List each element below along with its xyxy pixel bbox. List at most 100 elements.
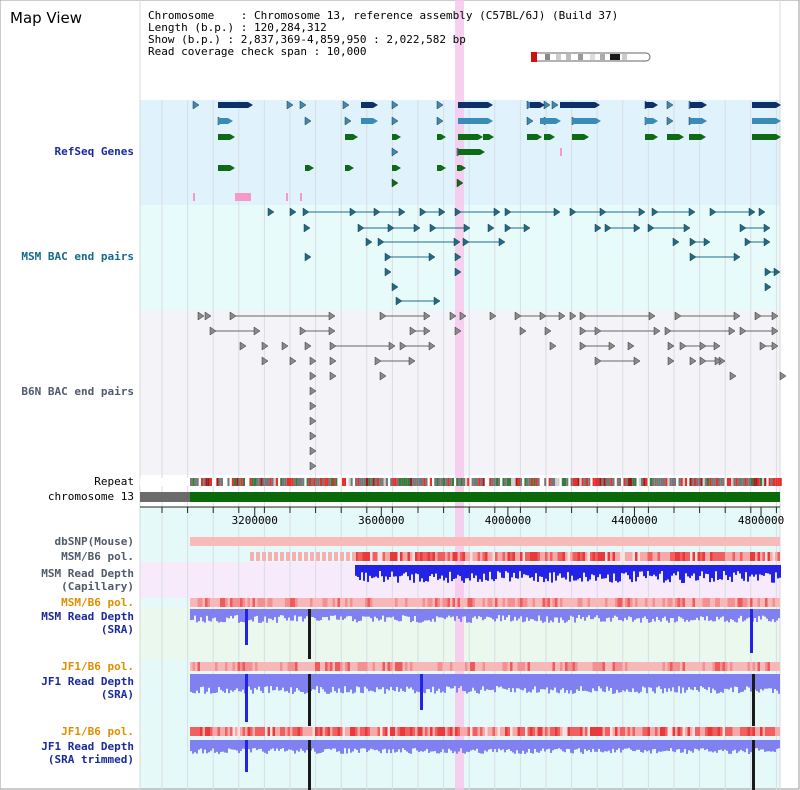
refseq-gene <box>690 118 702 124</box>
msm-bac-end <box>377 237 385 247</box>
track-label-msm-depth-capillary[interactable]: MSM Read Depth <box>41 567 134 580</box>
track-label-refseq[interactable]: RefSeq Genes <box>54 145 134 158</box>
track-label-dbsnp[interactable]: dbSNP(Mouse) <box>54 535 134 548</box>
pol-segment <box>286 552 290 561</box>
pol-segment <box>652 598 655 607</box>
depth-bar <box>760 740 762 750</box>
depth-bar <box>355 565 357 576</box>
pol-segment <box>432 552 435 561</box>
depth-bar <box>716 674 718 694</box>
pol-segment <box>487 598 490 607</box>
repeat-segment <box>572 478 575 486</box>
pol-segment <box>492 662 495 671</box>
track-label-msm-depth-sra[interactable]: MSM Read Depth <box>41 610 134 623</box>
track-label-jf1-depth-trim[interactable]: JF1 Read Depth <box>41 740 134 753</box>
pol-segment <box>247 662 250 671</box>
pol-segment <box>760 552 763 561</box>
track-label-jf1-b6-pol-trim[interactable]: JF1/B6 pol. <box>61 725 134 738</box>
depth-bar <box>776 740 778 749</box>
pol-segment <box>305 662 308 671</box>
track-label-b6n-bac[interactable]: B6N BAC end pairs <box>21 385 134 398</box>
repeat-segment <box>500 478 503 486</box>
track-label-jf1-b6-pol[interactable]: JF1/B6 pol. <box>61 660 134 673</box>
pol-segment <box>507 727 510 736</box>
depth-bar <box>497 565 499 572</box>
pol-segment <box>525 662 528 671</box>
depth-bar <box>688 740 690 751</box>
depth-bar <box>620 674 622 693</box>
pol-segment <box>355 598 358 607</box>
pol-segment <box>200 662 203 671</box>
depth-bar <box>320 740 322 753</box>
pol-segment <box>425 598 428 607</box>
pol-segment <box>316 552 320 561</box>
pol-segment <box>627 552 630 561</box>
pol-segment <box>297 727 300 736</box>
depth-bar <box>519 565 521 572</box>
depth-bar <box>216 674 218 693</box>
depth-bar <box>362 609 364 617</box>
depth-bar <box>432 740 434 752</box>
pol-segment <box>520 727 523 736</box>
repeat-segment <box>687 478 690 486</box>
depth-bar <box>655 565 657 577</box>
pol-segment <box>657 727 660 736</box>
pol-segment <box>587 598 590 607</box>
depth-bar <box>442 674 444 692</box>
pol-segment <box>340 552 344 561</box>
refseq-gene-tip <box>478 134 483 140</box>
pol-segment <box>362 598 365 607</box>
depth-bar <box>494 609 496 622</box>
track-label-chromosome[interactable]: chromosome 13 <box>47 490 134 503</box>
track-label-msm-b6-pol-sra[interactable]: MSM/B6 pol. <box>61 596 134 609</box>
track-label-repeat[interactable]: Repeat <box>94 475 134 488</box>
repeat-segment <box>700 478 703 486</box>
depth-bar <box>376 609 378 619</box>
pol-segment <box>540 552 543 561</box>
depth-bar <box>506 609 508 618</box>
depth-bar <box>681 565 683 583</box>
refseq-gene <box>218 118 228 124</box>
pol-segment <box>380 552 383 561</box>
pol-segment <box>300 598 303 607</box>
pol-segment <box>595 727 598 736</box>
pol-segment <box>510 552 513 561</box>
depth-bar <box>579 565 581 579</box>
depth-bar <box>316 674 318 687</box>
depth-bar <box>641 565 643 572</box>
track-label-jf1-depth-sra[interactable]: JF1 Read Depth <box>41 675 134 688</box>
repeat-segment <box>355 478 358 486</box>
track-label-msm-b6-pol[interactable]: MSM/B6 pol. <box>61 550 134 563</box>
pol-segment <box>710 552 713 561</box>
depth-bar <box>556 674 558 693</box>
repeat-segment <box>599 478 602 486</box>
depth-bar <box>742 740 744 752</box>
depth-bar <box>336 609 338 620</box>
repeat-segment <box>647 478 650 486</box>
track-label-msm-bac[interactable]: MSM BAC end pairs <box>21 250 134 263</box>
pol-segment <box>625 552 628 561</box>
depth-bar <box>512 609 514 621</box>
depth-bar <box>194 740 196 753</box>
pol-segment <box>537 598 540 607</box>
repeat-segment <box>663 478 666 486</box>
repeat-segment <box>357 478 360 486</box>
pol-segment <box>235 727 238 736</box>
depth-bar <box>338 609 340 620</box>
pol-segment <box>642 662 645 671</box>
repeat-segment <box>577 478 580 486</box>
b6n-end <box>594 356 602 366</box>
depth-bar <box>262 609 264 622</box>
refseq-arrow <box>391 147 399 157</box>
gap-marker <box>308 674 311 726</box>
pol-segment <box>235 598 238 607</box>
pol-segment <box>285 598 288 607</box>
pol-segment <box>382 552 385 561</box>
depth-bar <box>212 740 214 749</box>
pol-segment <box>430 552 433 561</box>
pol-segment <box>460 552 463 561</box>
msm-depth-capillary <box>355 565 781 583</box>
chromosome-ideogram[interactable] <box>531 52 651 62</box>
depth-bar <box>402 674 404 691</box>
